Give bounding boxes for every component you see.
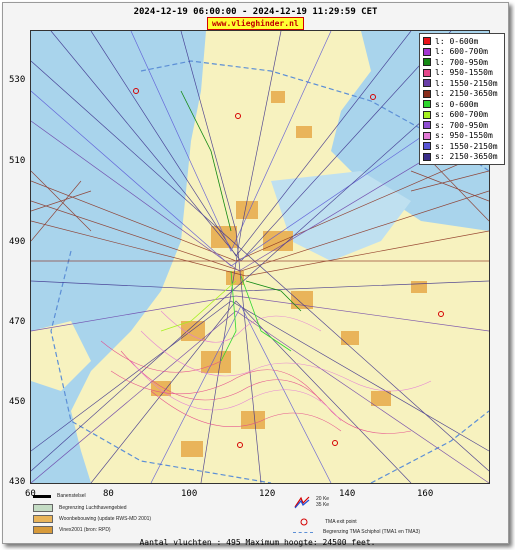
legend-item: l: 1550-2150m [420,78,504,89]
legend-swatch [423,142,431,151]
altitude-legend: l: 0-600m l: 600-700m l: 700-950m l: 950-15… [419,33,505,165]
legend-runway: Banenstelsel [33,493,86,499]
legend-item: l: 950-1550m [420,68,504,79]
x-tick-label: 160 [417,489,434,499]
legend-item: s: 1550-2150m [420,141,504,152]
legend-label: l: 2150-3650m [435,89,498,99]
x-tick-label: 100 [181,489,198,499]
y-tick-label: 510 [9,156,26,166]
legend-swatch [423,58,431,67]
map-plot-area: kilometers 0 5 10 15 [30,30,490,484]
legend-housing: Woonbebouwing (update RWS-MD 2001) [33,515,151,523]
legend-swatch [423,100,431,109]
tma-exit-icon [300,518,308,526]
legend-label: l: 950-1550m [435,68,493,78]
legend-item: s: 950-1550m [420,131,504,142]
x-tick-label: 140 [339,489,356,499]
y-tick-label: 430 [9,477,26,487]
legend-tma-exit: TMA exit point [299,517,357,527]
legend-label: s: 1550-2150m [435,141,498,151]
legend-noise: 20 Ke 35 Ke [293,495,329,509]
legend-item: l: 0-600m [420,36,504,47]
vinex-label: Vinex2001 (bron: RPD) [59,527,111,533]
x-tick-label: 80 [103,489,114,499]
y-tick-label: 470 [9,317,26,327]
legend-swatch [423,121,431,130]
time-range-title: 2024-12-19 06:00:00 - 2024-12-19 11:29:5… [133,7,378,17]
housing-label: Woonbebouwing (update RWS-MD 2001) [59,516,152,522]
legend-label: s: 700-950m [435,120,488,130]
legend-label: s: 0-600m [435,99,479,109]
legend-swatch [423,79,431,88]
legend-airport-border: Begrenzing Luchthavengebied [33,504,127,512]
y-tick-label: 490 [9,237,26,247]
legend-swatch [423,152,431,161]
x-tick-label: 120 [259,489,276,499]
legend-swatch [423,68,431,77]
legend-item: s: 700-950m [420,120,504,131]
y-tick-label: 450 [9,397,26,407]
noise-label: 20 Ke 35 Ke [316,496,330,508]
x-tick-label: 60 [25,489,36,499]
flight-tracks [31,31,489,483]
legend-item: l: 700-950m [420,57,504,68]
legend-label: s: 600-700m [435,110,488,120]
airport-border-label: Begrenzing Luchthavengebied [59,505,127,511]
tma-border-swatch [293,531,313,533]
legend-swatch [423,131,431,140]
y-tick-label: 530 [9,75,26,85]
tma-exit-points [133,88,444,448]
legend-label: l: 700-950m [435,57,488,67]
legend-swatch [423,37,431,46]
pink-tracks [100,310,432,434]
legend-item: s: 0-600m [420,99,504,110]
scale-bar: kilometers 0 5 10 15 [435,483,490,484]
legend-item: l: 600-700m [420,47,504,58]
legend-label: l: 0-600m [435,36,479,46]
southwest-land [31,321,91,391]
airport-border-swatch [33,504,53,512]
map-svg [31,31,489,483]
vinex-swatch [33,526,53,534]
footer-summary: Aantal vluchten : 495 Maximum hoogte: 24… [139,538,376,547]
legend-label: l: 600-700m [435,47,488,57]
legend-item: s: 2150-3650m [420,152,504,163]
ijsselmeer [271,171,411,261]
legend-label: s: 950-1550m [435,131,493,141]
legend-tma-border: Begrenzing TMA Schiphol (TMA1 en TMA3) [293,529,420,535]
mainland [71,31,489,483]
legend-vinex: Vinex2001 (bron: RPD) [33,526,111,534]
chart-frame: 2024-12-19 06:00:00 - 2024-12-19 11:29:5… [2,2,509,544]
tma-exit-label: TMA exit point [325,519,357,525]
runway-swatch [33,494,51,498]
green-tracks [160,90,302,362]
legend-swatch [423,110,431,119]
scale-label: kilometers [435,483,490,484]
noise-contour-icon [294,496,310,509]
housing-swatch [33,515,53,523]
legend-swatch [423,47,431,56]
tma-border-label: Begrenzing TMA Schiphol (TMA1 en TMA3) [323,529,421,535]
site-badge[interactable]: www.vlieghinder.nl [207,17,304,30]
legend-label: s: 2150-3650m [435,152,498,162]
legend-item: s: 600-700m [420,110,504,121]
map-legend: Banenstelsel Begrenzing Luchthavengebied… [31,489,489,539]
legend-swatch [423,89,431,98]
runway-label: Banenstelsel [57,493,86,499]
legend-item: l: 2150-3650m [420,89,504,100]
legend-label: l: 1550-2150m [435,78,498,88]
